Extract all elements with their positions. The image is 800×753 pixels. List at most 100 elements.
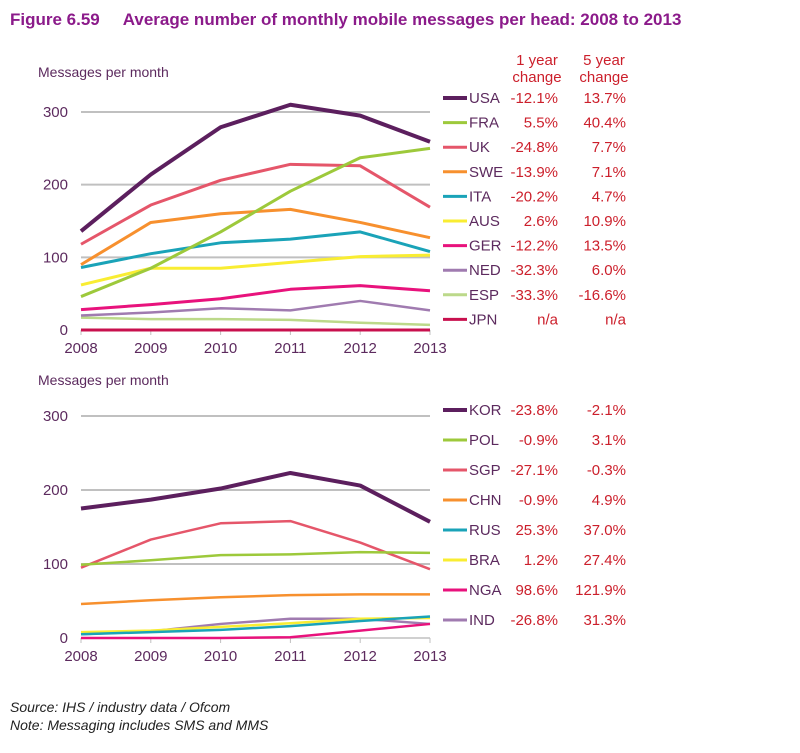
series-line-aus — [80, 253, 431, 287]
series-line-usa — [79, 102, 431, 233]
legend-label: UK — [469, 139, 490, 156]
figure-title: Figure 6.59 Average number of monthly mo… — [10, 10, 681, 29]
five-year-change: n/a — [605, 311, 627, 328]
legend-label: NED — [469, 262, 501, 279]
y-tick-label: 300 — [43, 104, 68, 121]
legend-label: NGA — [469, 582, 502, 599]
five-year-header-1: 5 year — [583, 52, 625, 69]
x-tick-label: 2011 — [274, 648, 306, 665]
x-tick-label: 2010 — [204, 648, 237, 665]
x-tick-label: 2009 — [134, 340, 167, 357]
one-year-change: -24.8% — [510, 139, 558, 156]
series-line-ita — [80, 230, 431, 269]
y-tick-label: 100 — [43, 249, 68, 266]
series-line-fra — [80, 146, 431, 298]
x-tick-label: 2013 — [413, 340, 446, 357]
one-year-change: -33.3% — [510, 287, 558, 304]
series-line-chn — [80, 593, 430, 606]
one-year-change: 2.6% — [524, 213, 558, 230]
series-line-ned — [80, 299, 431, 317]
five-year-change: 4.7% — [592, 188, 626, 205]
legend-label: POL — [469, 432, 499, 449]
legend-label: SGP — [469, 462, 501, 479]
messaging-note: Note: Messaging includes SMS and MMS — [10, 717, 269, 733]
one-year-change: -23.8% — [510, 402, 558, 419]
legend-label: CHN — [469, 492, 502, 509]
five-year-change: 37.0% — [583, 522, 626, 539]
series-line-kor — [80, 470, 431, 524]
one-year-change: 5.5% — [524, 115, 558, 132]
one-year-change: n/a — [537, 311, 559, 328]
five-year-change: 40.4% — [583, 115, 626, 132]
one-year-change: -32.3% — [510, 262, 558, 279]
y-tick-label: 0 — [60, 322, 68, 339]
series-line-pol — [80, 550, 431, 566]
five-year-change: -16.6% — [578, 287, 626, 304]
five-year-change: 3.1% — [592, 432, 626, 449]
one-year-change: 1.2% — [524, 552, 558, 569]
one-year-change: -0.9% — [519, 492, 558, 509]
one-year-change: -26.8% — [510, 612, 558, 629]
five-year-change: 6.0% — [592, 262, 626, 279]
series-line-esp — [80, 316, 431, 327]
y-axis-label: Messages per month — [38, 64, 169, 80]
x-tick-label: 2013 — [413, 648, 446, 665]
series-line-bra — [80, 616, 431, 634]
five-year-change: 121.9% — [575, 582, 626, 599]
y-tick-label: 300 — [43, 408, 68, 425]
y-axis-label: Messages per month — [38, 372, 169, 388]
five-year-change: -2.1% — [587, 402, 626, 419]
one-year-change: -20.2% — [510, 188, 558, 205]
series-line-uk — [80, 162, 431, 246]
five-year-change: 7.7% — [592, 139, 626, 156]
five-year-change: 7.1% — [592, 164, 626, 181]
legend-label: JPN — [469, 311, 497, 328]
five-year-change: 31.3% — [583, 612, 626, 629]
legend-label: GER — [469, 238, 502, 255]
one-year-header-1: 1 year — [516, 52, 558, 69]
five-year-change: 4.9% — [592, 492, 626, 509]
series-line-sgp — [80, 519, 431, 571]
x-tick-label: 2012 — [344, 340, 377, 357]
x-tick-label: 2012 — [344, 648, 377, 665]
legend-label: ESP — [469, 287, 499, 304]
one-year-change: 98.6% — [515, 582, 558, 599]
y-tick-label: 200 — [43, 482, 68, 499]
legend-label: RUS — [469, 522, 501, 539]
legend-label: FRA — [469, 115, 499, 132]
y-tick-label: 200 — [43, 177, 68, 194]
legend-label: AUS — [469, 213, 500, 230]
one-year-header-2: change — [512, 69, 561, 86]
five-year-change: -0.3% — [587, 462, 626, 479]
legend-label: SWE — [469, 164, 503, 181]
five-year-change: 27.4% — [583, 552, 626, 569]
series-line-ger — [80, 284, 431, 312]
y-tick-label: 100 — [43, 556, 68, 573]
five-year-change: 13.7% — [583, 90, 626, 107]
legend-label: USA — [469, 90, 500, 107]
legend-label: ITA — [469, 188, 491, 205]
x-tick-label: 2011 — [274, 340, 306, 357]
one-year-change: -27.1% — [510, 462, 558, 479]
one-year-change: -12.2% — [510, 238, 558, 255]
five-year-change: 13.5% — [583, 238, 626, 255]
series-line-rus — [80, 615, 431, 636]
x-tick-label: 2008 — [64, 340, 97, 357]
one-year-change: 25.3% — [515, 522, 558, 539]
series-line-nga — [81, 622, 431, 640]
y-tick-label: 0 — [60, 630, 68, 647]
five-year-change: 10.9% — [583, 213, 626, 230]
x-tick-label: 2009 — [134, 648, 167, 665]
x-tick-label: 2010 — [204, 340, 237, 357]
one-year-change: -12.1% — [510, 90, 558, 107]
five-year-header-2: change — [579, 69, 628, 86]
source-note: Source: IHS / industry data / Ofcom — [10, 699, 231, 715]
legend-label: BRA — [469, 552, 500, 569]
legend-label: KOR — [469, 402, 502, 419]
one-year-change: -0.9% — [519, 432, 558, 449]
x-tick-label: 2008 — [64, 648, 97, 665]
one-year-change: -13.9% — [510, 164, 558, 181]
legend-label: IND — [469, 612, 495, 629]
